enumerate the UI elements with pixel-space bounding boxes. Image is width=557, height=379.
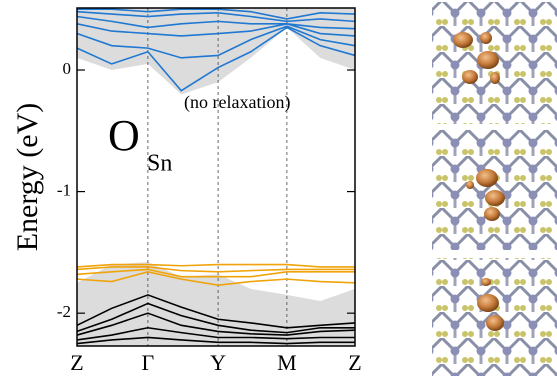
annotation-note: (no relaxation) (184, 92, 290, 113)
x-tick-label: M (277, 350, 297, 375)
x-tick-label: Γ (142, 350, 155, 375)
x-tick-label: Z (70, 350, 83, 375)
annotation-sub: Sn (147, 151, 172, 177)
y-tick-label: -1 (57, 180, 71, 199)
x-tick-label: Z (348, 350, 361, 375)
x-tick-label: Y (210, 350, 226, 375)
plot-area (77, 8, 355, 346)
annotation-main: O (108, 111, 140, 160)
y-axis-label: Energy (eV) (11, 103, 44, 252)
structure-images (432, 2, 557, 376)
structure-panel (432, 130, 557, 250)
figure: Z Γ Y M Z 0 -1 -2 Energy (eV) O Sn (no relaxation) (0, 0, 557, 379)
y-tick-label: -2 (57, 302, 71, 321)
y-tick-label: 0 (63, 59, 72, 78)
